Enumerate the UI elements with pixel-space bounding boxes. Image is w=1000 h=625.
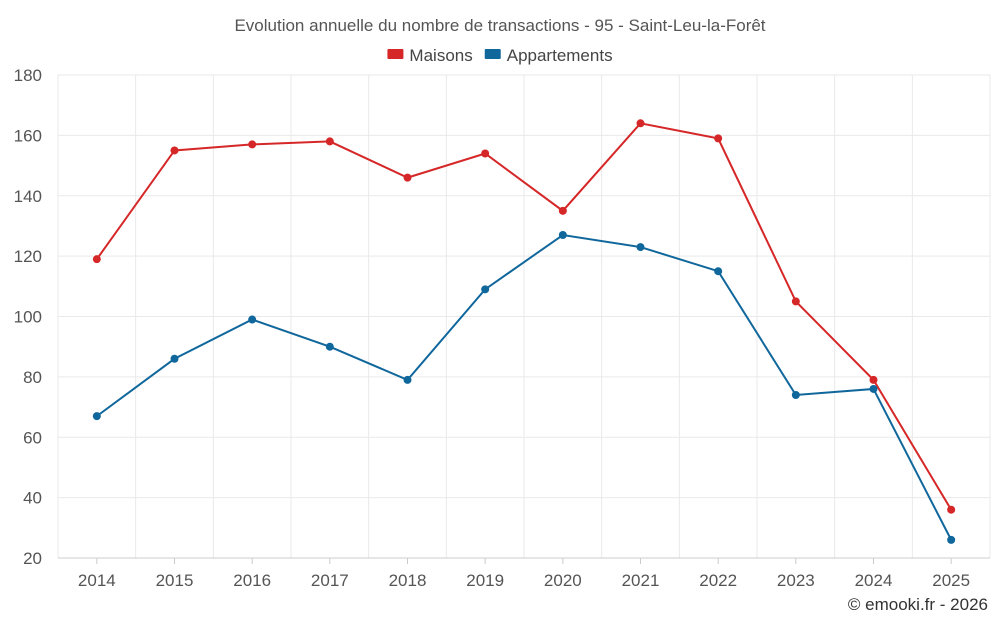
- data-point[interactable]: [403, 173, 412, 182]
- series-line: [96, 122, 953, 511]
- legend-swatch: [387, 49, 404, 59]
- legend-label: Maisons: [409, 46, 472, 65]
- data-point[interactable]: [947, 535, 956, 544]
- y-tick-label: 80: [23, 368, 42, 387]
- data-point[interactable]: [92, 412, 101, 421]
- x-tick-label: 2017: [311, 571, 349, 590]
- x-tick-label: 2021: [622, 571, 660, 590]
- data-point[interactable]: [248, 140, 257, 149]
- data-point[interactable]: [636, 119, 645, 128]
- y-tick-label: 100: [14, 308, 42, 327]
- data-point[interactable]: [325, 137, 334, 146]
- data-point[interactable]: [325, 342, 334, 351]
- series-line: [96, 233, 953, 541]
- data-point[interactable]: [170, 146, 179, 155]
- x-tick-label: 2023: [777, 571, 815, 590]
- y-tick-label: 40: [23, 489, 42, 508]
- x-tick-label: 2015: [156, 571, 194, 590]
- credit-text: © emooki.fr - 2026: [848, 595, 988, 614]
- data-point[interactable]: [558, 230, 567, 239]
- x-tick-label: 2024: [855, 571, 893, 590]
- x-tick-label: 2019: [466, 571, 504, 590]
- x-tick-label: 2025: [932, 571, 970, 590]
- legend-swatch: [484, 49, 501, 59]
- y-tick-label: 140: [14, 187, 42, 206]
- x-axis: 2014 2015 2016 2017 2018 2019 2020 2021 2022 2023…: [78, 558, 970, 590]
- chart-title: Evolution annuelle du nombre de transact…: [234, 16, 765, 35]
- series-appartements: [92, 230, 956, 544]
- y-tick-label: 60: [23, 428, 42, 447]
- y-tick-label: 120: [14, 247, 42, 266]
- grid: [57, 74, 991, 559]
- data-point[interactable]: [947, 505, 956, 514]
- data-point[interactable]: [481, 149, 490, 158]
- series-layer: [92, 119, 956, 544]
- series-maisons: [92, 119, 956, 514]
- x-tick-label: 2018: [389, 571, 427, 590]
- y-tick-label: 20: [23, 549, 42, 568]
- y-tick-label: 180: [14, 66, 42, 85]
- x-tick-label: 2020: [544, 571, 582, 590]
- x-tick-label: 2016: [233, 571, 271, 590]
- data-point[interactable]: [403, 375, 412, 384]
- data-point[interactable]: [714, 134, 723, 143]
- data-point[interactable]: [248, 315, 257, 324]
- legend: Maisons Appartements: [387, 46, 613, 65]
- legend-item-maisons[interactable]: Maisons: [387, 46, 473, 65]
- data-point[interactable]: [791, 297, 800, 306]
- data-point[interactable]: [636, 243, 645, 252]
- data-point[interactable]: [481, 285, 490, 294]
- legend-label: Appartements: [507, 46, 613, 65]
- x-tick-label: 2014: [78, 571, 116, 590]
- data-point[interactable]: [558, 206, 567, 215]
- data-point[interactable]: [869, 384, 878, 393]
- data-point[interactable]: [869, 375, 878, 384]
- legend-item-appartements[interactable]: Appartements: [484, 46, 613, 65]
- x-tick-label: 2022: [699, 571, 737, 590]
- data-point[interactable]: [92, 255, 101, 264]
- data-point[interactable]: [791, 390, 800, 399]
- y-axis: 20 40 60 80 100 120 140 160 180: [14, 66, 42, 568]
- y-tick-label: 160: [14, 126, 42, 145]
- data-point[interactable]: [170, 354, 179, 363]
- data-point[interactable]: [714, 267, 723, 276]
